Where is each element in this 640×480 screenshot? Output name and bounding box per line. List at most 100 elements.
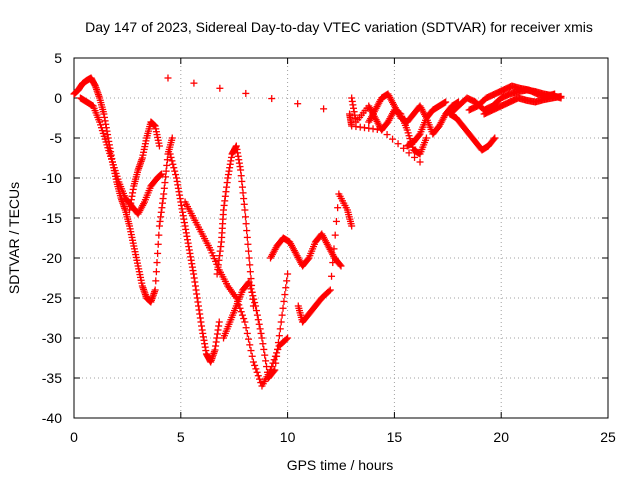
y-tick-label: 0 bbox=[54, 90, 62, 106]
data-point bbox=[242, 89, 250, 97]
data-point bbox=[152, 277, 160, 285]
data-point bbox=[248, 352, 256, 360]
data-point bbox=[247, 285, 255, 293]
data-point bbox=[320, 105, 328, 113]
y-tick-label: -15 bbox=[42, 210, 62, 226]
y-tick-label: -30 bbox=[42, 330, 62, 346]
x-tick-label: 20 bbox=[493, 429, 509, 445]
data-point bbox=[246, 268, 254, 276]
data-point bbox=[279, 304, 287, 312]
data-point bbox=[251, 299, 259, 307]
data-point bbox=[261, 351, 269, 359]
data-point bbox=[254, 316, 262, 324]
data-point bbox=[169, 160, 177, 168]
data-point bbox=[272, 359, 280, 367]
data-point bbox=[241, 206, 249, 214]
y-tick-label: -5 bbox=[50, 130, 63, 146]
data-point bbox=[167, 153, 175, 161]
x-tick-label: 15 bbox=[387, 429, 403, 445]
data-point bbox=[332, 217, 340, 225]
data-point bbox=[262, 357, 270, 365]
data-point bbox=[394, 140, 402, 148]
data-point bbox=[337, 262, 345, 270]
x-tick-label: 10 bbox=[280, 429, 296, 445]
data-point bbox=[422, 134, 430, 142]
plot-frame bbox=[73, 57, 609, 419]
data-point bbox=[259, 340, 267, 348]
data-point bbox=[282, 284, 290, 292]
data-point bbox=[348, 222, 356, 230]
data-point bbox=[241, 213, 249, 221]
data-point bbox=[270, 367, 278, 375]
data-point bbox=[246, 341, 254, 349]
data-point bbox=[252, 302, 260, 310]
y-tick-label: -20 bbox=[42, 250, 62, 266]
data-point bbox=[250, 295, 258, 303]
data-point bbox=[243, 227, 251, 235]
data-point bbox=[271, 366, 279, 374]
data-point bbox=[325, 287, 333, 295]
data-point bbox=[246, 281, 254, 289]
data-point bbox=[252, 365, 260, 373]
data-point bbox=[281, 291, 289, 299]
ticks-layer: 0 5 10 15 20 25 5 0 -5 -10 -15 -20 -25 -30 -35 -40 bbox=[42, 50, 616, 445]
data-point bbox=[154, 240, 162, 248]
data-point bbox=[155, 142, 163, 150]
data-point bbox=[284, 334, 292, 342]
points-layer bbox=[70, 74, 565, 390]
data-point bbox=[248, 288, 256, 296]
data-point bbox=[383, 131, 391, 139]
data-point bbox=[152, 268, 160, 276]
data-point bbox=[284, 270, 292, 278]
data-point bbox=[405, 149, 413, 157]
y-tick-label: 5 bbox=[54, 50, 62, 66]
data-point bbox=[238, 311, 246, 319]
data-point bbox=[155, 231, 163, 239]
data-point bbox=[268, 95, 276, 103]
data-point bbox=[249, 358, 257, 366]
data-point bbox=[245, 247, 253, 255]
data-point bbox=[256, 325, 264, 333]
data-point bbox=[158, 170, 166, 178]
x-tick-label: 5 bbox=[177, 429, 185, 445]
data-point bbox=[253, 368, 261, 376]
data-point bbox=[215, 318, 223, 326]
data-point bbox=[245, 335, 253, 343]
data-point bbox=[389, 135, 397, 143]
data-point bbox=[274, 339, 282, 347]
data-point bbox=[247, 347, 255, 355]
data-point bbox=[260, 345, 268, 353]
data-point bbox=[170, 164, 178, 172]
data-point bbox=[252, 307, 260, 315]
data-point bbox=[256, 375, 264, 383]
data-point bbox=[255, 320, 263, 328]
data-point bbox=[416, 158, 424, 166]
data-point bbox=[190, 79, 198, 87]
data-point bbox=[166, 150, 174, 158]
data-point bbox=[275, 332, 283, 340]
data-point bbox=[243, 329, 251, 337]
data-point bbox=[253, 311, 261, 319]
data-point bbox=[274, 345, 282, 353]
data-point bbox=[151, 286, 159, 294]
x-tick-label: 0 bbox=[70, 429, 78, 445]
data-point bbox=[326, 286, 334, 294]
data-point bbox=[254, 372, 262, 380]
data-point bbox=[273, 352, 281, 360]
data-point bbox=[280, 297, 288, 305]
frame-layer bbox=[73, 57, 609, 419]
x-axis-title: GPS time / hours bbox=[287, 457, 394, 473]
data-point bbox=[378, 126, 386, 134]
data-point bbox=[331, 231, 339, 239]
data-point bbox=[242, 220, 250, 228]
y-tick-label: -25 bbox=[42, 290, 62, 306]
data-point bbox=[263, 363, 271, 371]
data-point bbox=[276, 325, 284, 333]
data-point bbox=[168, 134, 176, 142]
data-point bbox=[258, 334, 266, 342]
data-point bbox=[242, 324, 250, 332]
data-point bbox=[241, 318, 249, 326]
data-point bbox=[168, 157, 176, 165]
data-point bbox=[245, 278, 253, 286]
